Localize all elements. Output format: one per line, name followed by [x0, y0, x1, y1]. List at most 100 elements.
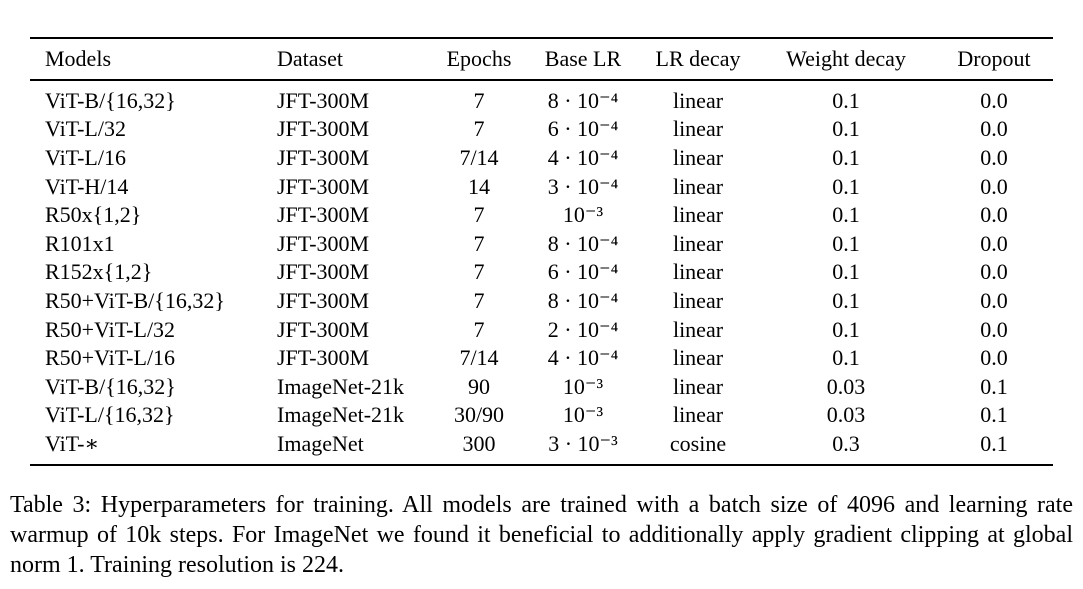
cell-dropout: 0.0 [980, 259, 1008, 285]
cell-base-lr: 8 · 10⁻⁴ [547, 87, 619, 113]
cell-weight-decay: 0.1 [832, 144, 860, 170]
cell-dataset: ImageNet [277, 430, 364, 456]
cell-base-lr: 8 · 10⁻⁴ [547, 230, 619, 256]
cell-model: R152x{1,2} [45, 259, 153, 285]
cell-epochs: 7 [473, 316, 485, 342]
table-row: ViT-L/{16,32} ImageNet-21k 30/90 10⁻³ linear… [30, 401, 1053, 430]
cell-epochs: 7 [473, 87, 485, 113]
cell-model: ViT-L/32 [45, 116, 126, 142]
cell-dropout: 0.0 [980, 116, 1008, 142]
table-caption: Table 3: Hyperparameters for training. A… [10, 492, 1073, 578]
cell-lr-decay: linear [672, 87, 724, 113]
cell-lr-decay: linear [672, 373, 724, 399]
cell-base-lr: 10⁻³ [562, 202, 604, 228]
table-row: ViT-H/14 JFT-300M 14 3 · 10⁻⁴ linear 0.1 0.0 [30, 172, 1053, 201]
cell-epochs: 7 [473, 202, 485, 228]
cell-lr-decay: linear [672, 116, 724, 142]
cell-dropout: 0.1 [980, 373, 1008, 399]
table-row: ViT-L/32 JFT-300M 7 6 · 10⁻⁴ linear 0.1 0.0 [30, 115, 1053, 144]
cell-dropout: 0.1 [980, 402, 1008, 428]
cell-lr-decay: linear [672, 259, 724, 285]
cell-weight-decay: 0.1 [832, 345, 860, 371]
cell-lr-decay: linear [672, 402, 724, 428]
cell-epochs: 7 [473, 230, 485, 256]
hyperparameter-table: Models Dataset Epochs Base LR LR decay W… [30, 39, 1053, 79]
cell-dataset: JFT-300M [277, 173, 370, 199]
cell-base-lr: 2 · 10⁻⁴ [547, 316, 619, 342]
cell-dropout: 0.0 [980, 87, 1008, 113]
cell-dropout: 0.0 [980, 202, 1008, 228]
cell-base-lr: 4 · 10⁻⁴ [547, 345, 619, 371]
cell-dropout: 0.0 [980, 316, 1008, 342]
cell-dataset: JFT-300M [277, 345, 370, 371]
cell-epochs: 7 [473, 287, 485, 313]
table-row: R50x{1,2} JFT-300M 7 10⁻³ linear 0.1 0.0 [30, 201, 1053, 230]
cell-model: R50+ViT-L/16 [45, 345, 176, 371]
cell-dataset: JFT-300M [277, 202, 370, 228]
cell-epochs: 7 [473, 259, 485, 285]
hyperparameter-table-body: ViT-B/{16,32} JFT-300M 7 8 · 10⁻⁴ linear 0.1 0… [30, 81, 1053, 465]
cell-epochs: 90 [468, 373, 490, 399]
cell-base-lr: 3 · 10⁻⁴ [547, 173, 619, 199]
cell-epochs: 14 [468, 173, 490, 199]
cell-weight-decay: 0.03 [826, 402, 866, 428]
header-row: Models Dataset Epochs Base LR LR decay W… [30, 39, 1053, 79]
table-row: ViT-L/16 JFT-300M 7/14 4 · 10⁻⁴ linear 0.1 0.0 [30, 144, 1053, 173]
cell-lr-decay: linear [672, 230, 724, 256]
cell-model: R50+ViT-B/{16,32} [45, 287, 225, 313]
cell-weight-decay: 0.1 [832, 87, 860, 113]
cell-lr-decay: linear [672, 202, 724, 228]
cell-dataset: JFT-300M [277, 144, 370, 170]
cell-dataset: JFT-300M [277, 87, 370, 113]
cell-lr-decay: linear [672, 345, 724, 371]
table-row: ViT-∗ ImageNet 300 3 · 10⁻³ cosine 0.3 0.1 [30, 430, 1053, 459]
cell-dataset: ImageNet-21k [277, 373, 405, 399]
cell-dropout: 0.0 [980, 144, 1008, 170]
header-models: Models [45, 46, 111, 71]
cell-weight-decay: 0.3 [832, 430, 860, 456]
table-row: ViT-B/{16,32} ImageNet-21k 90 10⁻³ linear 0.0… [30, 372, 1053, 401]
cell-lr-decay: linear [672, 173, 724, 199]
cell-epochs: 300 [462, 430, 496, 456]
cell-dropout: 0.0 [980, 345, 1008, 371]
top-rule [30, 37, 1053, 39]
cell-model: ViT-L/16 [45, 144, 126, 170]
cell-dropout: 0.0 [980, 230, 1008, 256]
cell-dataset: JFT-300M [277, 287, 370, 313]
cell-model: R101x1 [45, 230, 115, 256]
bottom-rule [30, 464, 1053, 467]
table-row: ViT-B/{16,32} JFT-300M 7 8 · 10⁻⁴ linear 0.1 0… [30, 87, 1053, 116]
cell-base-lr: 6 · 10⁻⁴ [547, 116, 619, 142]
cell-model: ViT-H/14 [45, 173, 129, 199]
cell-dataset: JFT-300M [277, 116, 370, 142]
cell-epochs: 30/90 [453, 402, 505, 428]
cell-base-lr: 8 · 10⁻⁴ [547, 287, 619, 313]
cell-weight-decay: 0.1 [832, 259, 860, 285]
cell-lr-decay: linear [672, 287, 724, 313]
cell-weight-decay: 0.1 [832, 230, 860, 256]
table-row: R101x1 JFT-300M 7 8 · 10⁻⁴ linear 0.1 0.0 [30, 229, 1053, 258]
cell-model: ViT-∗ [45, 430, 100, 456]
cell-epochs: 7/14 [459, 144, 499, 170]
cell-weight-decay: 0.03 [826, 373, 866, 399]
cell-lr-decay: linear [672, 144, 724, 170]
cell-epochs: 7 [473, 116, 485, 142]
cell-lr-decay: cosine [669, 430, 727, 456]
header-rule [30, 79, 1053, 81]
header-weight-decay: Weight decay [786, 46, 906, 71]
cell-model: R50x{1,2} [45, 202, 142, 228]
cell-base-lr: 3 · 10⁻³ [548, 430, 618, 456]
cell-weight-decay: 0.1 [832, 116, 860, 142]
cell-weight-decay: 0.1 [832, 202, 860, 228]
cell-model: R50+ViT-L/32 [45, 316, 176, 342]
cell-dataset: ImageNet-21k [277, 402, 405, 428]
cell-weight-decay: 0.1 [832, 173, 860, 199]
cell-epochs: 7/14 [459, 345, 499, 371]
header-base-lr: Base LR [544, 46, 622, 71]
cell-base-lr: 4 · 10⁻⁴ [547, 144, 619, 170]
cell-base-lr: 10⁻³ [562, 402, 604, 428]
cell-dropout: 0.0 [980, 173, 1008, 199]
header-epochs: Epochs [446, 46, 512, 71]
header-dataset: Dataset [277, 46, 343, 71]
cell-weight-decay: 0.1 [832, 316, 860, 342]
